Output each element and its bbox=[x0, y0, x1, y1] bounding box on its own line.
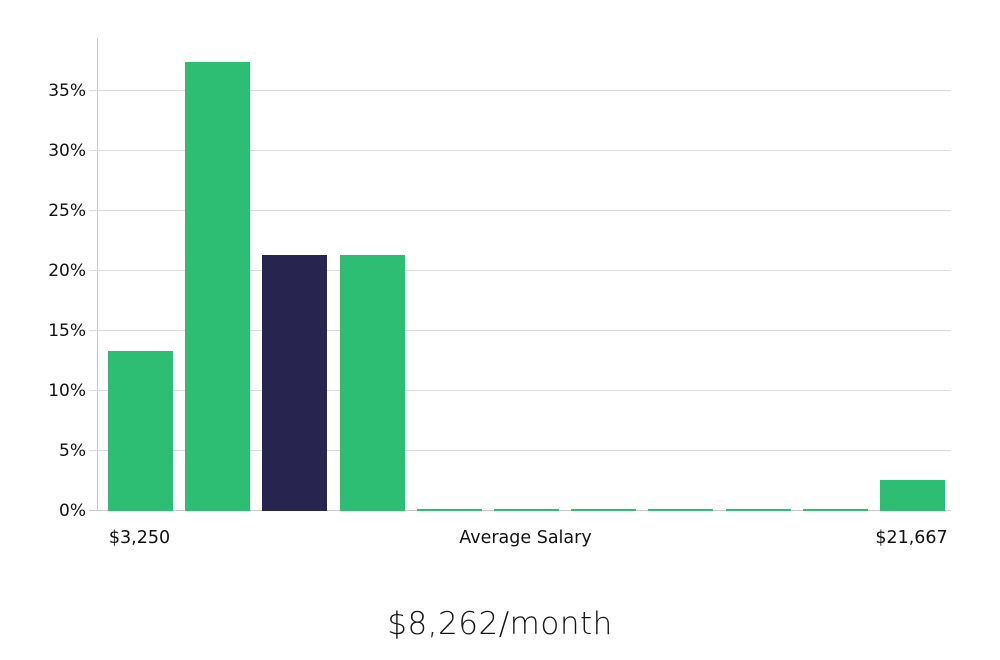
x-axis-tick-label: $3,250 bbox=[108, 528, 171, 548]
y-axis: 0% 5% 10% 15% 20% 25% 30% 35% bbox=[0, 38, 86, 521]
y-axis-tick-label: 30% bbox=[48, 141, 86, 161]
histogram-bar-0 bbox=[108, 351, 173, 511]
plot-area bbox=[89, 38, 951, 511]
histogram-bar-7 bbox=[648, 508, 714, 511]
y-axis-tick-label: 20% bbox=[48, 261, 86, 281]
average-monthly-salary-title: $8,262/month bbox=[387, 606, 613, 642]
gridline bbox=[89, 330, 951, 331]
x-axis-tick-label: Average Salary bbox=[459, 528, 592, 548]
gridline bbox=[89, 210, 951, 211]
histogram-bar-2 bbox=[262, 255, 328, 511]
histogram-bar-8 bbox=[725, 508, 791, 511]
y-axis-tick-label: 15% bbox=[48, 321, 86, 341]
histogram-bar-3 bbox=[339, 255, 405, 511]
y-axis-tick-label: 0% bbox=[59, 501, 86, 521]
histogram-bar-10 bbox=[880, 479, 945, 511]
y-axis-tick-label: 35% bbox=[48, 81, 86, 101]
histogram-bar-4 bbox=[416, 508, 482, 511]
x-axis-tick-label: $21,667 bbox=[875, 528, 948, 548]
y-axis-tick-label: 10% bbox=[48, 381, 86, 401]
gridline bbox=[89, 390, 951, 391]
y-axis-tick-label: 5% bbox=[59, 441, 86, 461]
histogram-bar-9 bbox=[802, 508, 868, 511]
gridline bbox=[89, 450, 951, 451]
x-axis: $3,250 Average Salary $21,667 bbox=[0, 511, 1000, 559]
gridline bbox=[89, 90, 951, 91]
histogram-bar-6 bbox=[571, 508, 637, 511]
gridline bbox=[89, 270, 951, 271]
histogram-bar-5 bbox=[494, 508, 559, 511]
gridline bbox=[89, 150, 951, 151]
y-axis-tick-label: 25% bbox=[48, 201, 86, 221]
histogram-bar-1 bbox=[185, 62, 251, 511]
